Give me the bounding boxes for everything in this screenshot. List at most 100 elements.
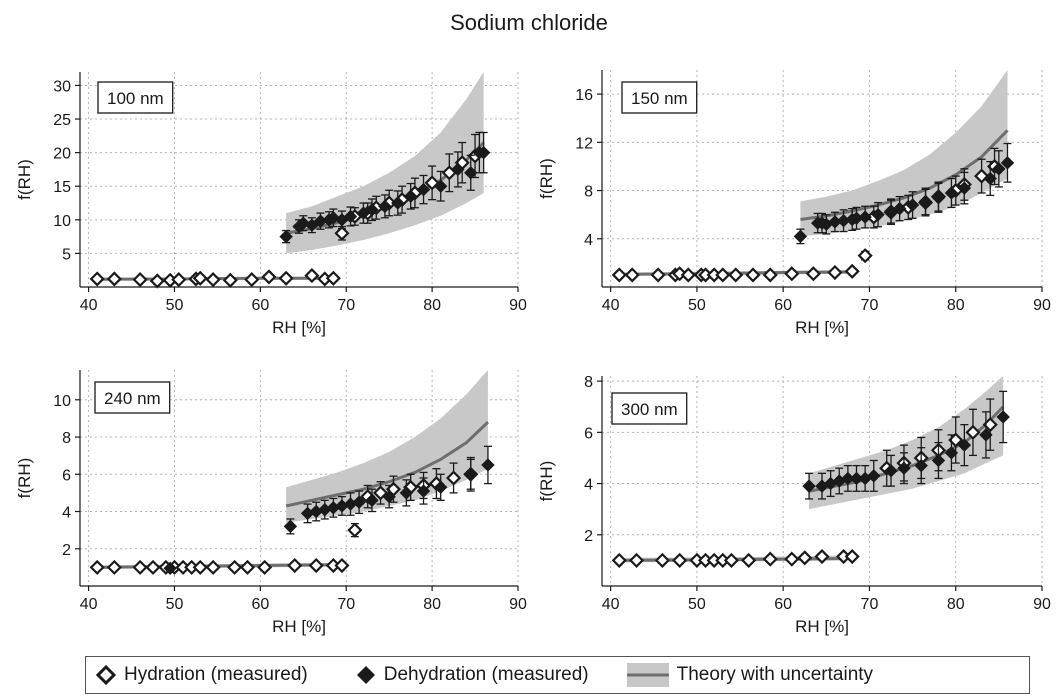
dehydration-point [464,467,478,481]
x-tick-label: 60 [774,596,792,613]
dehydration-point [451,162,465,177]
dehydration-point [931,453,946,468]
dehydration-point [793,229,808,244]
dehydration-point [957,438,972,452]
dehydration-point [802,479,816,493]
hydration-point [205,559,221,575]
dehydration-point [867,469,881,483]
particle-size-label: 150 nm [631,89,688,108]
y-tick-label: 20 [53,146,71,163]
y-tick-label: 6 [584,425,593,442]
legend-label-hydration: Hydration (measured) [124,664,308,685]
x-tick-label: 40 [80,297,98,314]
dehydration-point [416,182,431,197]
dehydration-point [365,493,379,508]
x-axis-label: RH [%] [272,617,326,636]
hydration-point [106,559,122,575]
x-tick-label: 80 [947,596,965,613]
hydration-point [334,225,350,241]
hydration-point [965,424,981,440]
x-tick-label: 50 [166,297,184,314]
hydration-point [844,263,860,279]
hydration-point [745,267,761,283]
y-tick-label: 2 [62,542,71,559]
legend-item-theory: Theory with uncertainty [626,657,873,693]
dehydration-point [433,179,448,193]
particle-size-box [611,392,688,425]
hydration-point [762,267,778,283]
y-tick-label: 8 [584,184,593,201]
hydration-point [325,270,341,286]
hydration-point [89,271,105,287]
hydration-point [611,267,627,283]
hydration-point [227,559,243,575]
hydration-point [132,559,148,575]
hydration-point [650,267,666,283]
y-tick-label: 30 [53,78,71,95]
dehydration-point [892,201,907,216]
dehydration-point [957,181,972,195]
y-tick-label: 15 [53,179,71,196]
hydration-point [611,552,627,568]
hydration-point [784,551,800,567]
y-tick-label: 5 [62,246,71,263]
y-tick-label: 2 [584,528,593,545]
dehydration-point [944,446,959,460]
dehydration-point [858,210,872,224]
dehydration-point [871,207,885,222]
dehydration-point [914,458,928,473]
hydration-point [628,552,645,568]
hydration-point [132,272,148,288]
hydration-point [304,268,320,284]
hydration-point [261,269,277,285]
x-tick-label: 70 [861,596,879,613]
dehydration-point [481,458,495,472]
particle-size-label: 240 nm [104,389,161,408]
y-axis-label: f(RH) [15,458,34,499]
hydration-point [680,267,696,283]
y-tick-label: 16 [575,87,593,104]
y-tick-label: 10 [53,393,71,410]
hydration-point [89,559,105,575]
hydration-point [257,559,273,575]
x-tick-label: 90 [1033,596,1051,613]
x-tick-label: 90 [509,596,527,613]
y-tick-label: 25 [53,112,71,129]
hydration-point [145,559,161,575]
dehydration-point [992,162,1006,176]
hydration-marker-icon [96,665,116,685]
dehydration-point [433,480,448,495]
hydration-point [334,557,350,574]
chart-title: Sodium chloride [450,10,608,35]
x-tick-label: 70 [337,297,355,314]
hydration-point [624,267,640,283]
y-tick-label: 4 [584,232,593,249]
hydration-point [205,272,221,288]
x-tick-label: 70 [337,596,355,613]
hydration-point [446,470,462,486]
y-tick-label: 4 [62,505,71,522]
x-tick-label: 60 [251,596,269,613]
hydration-point [222,272,238,288]
dehydration-point [979,428,993,442]
legend: Hydration (measured) Dehydration (measur… [85,656,1030,694]
dehydration-point [279,229,293,244]
hydration-point [728,267,744,283]
hydration-point [844,548,860,565]
dehydration-point [378,199,392,214]
hydration-point [762,551,778,567]
y-tick-label: 8 [584,374,593,391]
panel-1: 40 50 60 70 80 90 5 10 15 20 25 30 RH [%] f(RH) 100 nm [15,72,527,337]
particle-size-box [97,81,174,114]
hydration-point [741,552,757,568]
hydration-point [827,264,843,281]
theory-line [285,421,489,508]
y-axis-label: f(RH) [537,158,556,199]
theory-uncertainty-band [800,70,1008,237]
x-tick-label: 90 [509,297,527,314]
y-axis-label: f(RH) [537,461,556,502]
dehydration-point [416,484,431,498]
x-tick-label: 40 [80,596,98,613]
x-axis-label: RH [%] [272,318,326,337]
hydration-point [784,266,800,282]
